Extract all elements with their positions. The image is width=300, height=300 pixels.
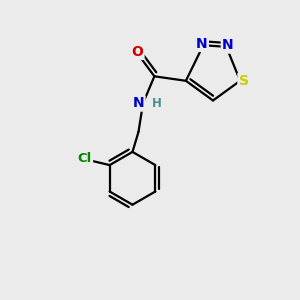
Text: N: N (133, 96, 144, 110)
Text: O: O (131, 45, 143, 59)
Text: N: N (222, 38, 234, 52)
Text: N: N (196, 37, 208, 51)
Text: H: H (152, 97, 161, 110)
Text: S: S (239, 74, 249, 88)
Text: Cl: Cl (78, 152, 92, 165)
